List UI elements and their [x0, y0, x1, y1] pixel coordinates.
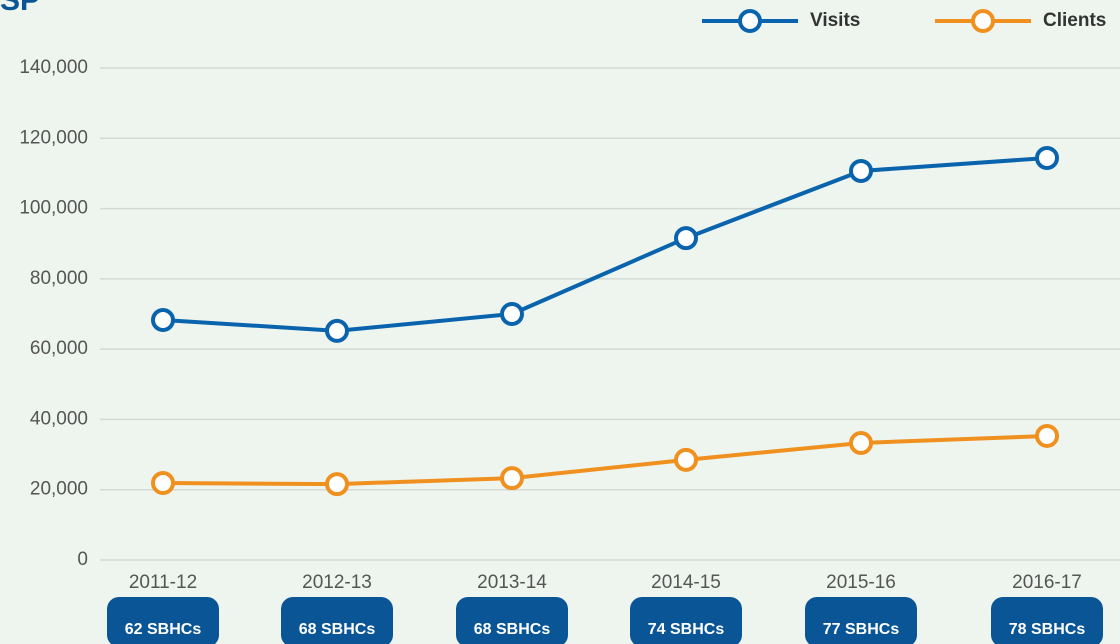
point [1035, 145, 1059, 170]
point [325, 318, 349, 343]
point [151, 471, 175, 496]
badge-label: 62 SBHCs [125, 621, 202, 638]
badge [107, 597, 219, 644]
series-line [162, 155, 1048, 333]
badge-label: 77 SBHCs [823, 621, 900, 638]
badge [630, 597, 742, 644]
legend-label: Visits [810, 10, 860, 31]
series-line [162, 433, 1048, 487]
legend-marker [738, 9, 762, 33]
badge [805, 597, 917, 644]
x-tick-label: 2015-16 [826, 572, 896, 593]
badge-label: 74 SBHCs [648, 621, 725, 638]
point [500, 302, 524, 326]
y-tick-label: 60,000 [30, 338, 88, 359]
badge [991, 597, 1103, 644]
y-tick-label: 80,000 [30, 268, 88, 289]
y-tick-label: 20,000 [30, 479, 88, 500]
badge-label: 78 SBHCs [1009, 621, 1086, 638]
point [674, 226, 698, 251]
x-tick-label: 2016-17 [1012, 572, 1082, 593]
point [849, 158, 873, 183]
point [151, 307, 175, 332]
x-tick-label: 2014-15 [651, 572, 721, 593]
y-tick-label: 0 [77, 549, 88, 570]
badge [456, 597, 568, 644]
chart-title: SP [0, 0, 40, 17]
legend-marker [971, 9, 995, 33]
badge [281, 597, 393, 644]
point [500, 466, 524, 491]
badge-label: 68 SBHCs [474, 621, 551, 638]
x-tick-label: 2012-13 [302, 572, 372, 593]
y-tick-label: 100,000 [19, 198, 88, 219]
point [1035, 423, 1059, 448]
legend-label: Clients [1043, 10, 1106, 31]
point [849, 430, 873, 455]
point [674, 447, 698, 472]
y-tick-label: 120,000 [19, 127, 88, 148]
point [325, 472, 349, 497]
y-tick-label: 40,000 [30, 408, 88, 429]
x-tick-label: 2011-12 [129, 572, 197, 593]
badge-label: 68 SBHCs [299, 621, 376, 638]
x-tick-label: 2013-14 [477, 572, 547, 593]
y-tick-label: 140,000 [19, 57, 88, 78]
